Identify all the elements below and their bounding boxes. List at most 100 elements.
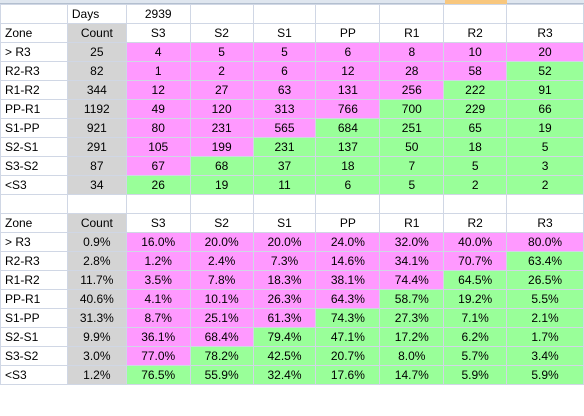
zone-label[interactable]: <S3 [0,175,68,195]
value-cell[interactable]: 32.4% [252,365,317,385]
count-cell[interactable]: 34 [66,175,127,195]
value-cell[interactable]: 50 [379,137,445,157]
value-cell[interactable]: 766 [315,99,381,119]
column-header[interactable]: S1 [252,213,317,233]
value-cell[interactable]: 66 [506,99,584,119]
cell[interactable] [443,4,508,24]
value-cell[interactable]: 5 [189,42,254,62]
column-header[interactable]: R2 [443,23,508,43]
count-cell[interactable]: 291 [66,137,127,157]
value-cell[interactable]: 18 [443,137,508,157]
zone-label[interactable]: > R3 [0,42,68,62]
zone-label[interactable]: R2-R3 [0,251,68,271]
value-cell[interactable]: 4 [125,42,191,62]
value-cell[interactable]: 78.2% [189,346,254,366]
value-cell[interactable]: 34.1% [379,251,445,271]
zone-label[interactable]: R1-R2 [0,270,68,290]
value-cell[interactable]: 42.5% [252,346,317,366]
value-cell[interactable]: 64.3% [315,289,381,309]
count-cell[interactable]: 87 [66,156,127,176]
column-header[interactable]: S3 [125,23,191,43]
count-cell[interactable]: 40.6% [66,289,127,309]
value-cell[interactable]: 16.0% [125,232,191,252]
value-cell[interactable]: 77.0% [125,346,191,366]
value-cell[interactable]: 6.2% [443,327,508,347]
column-header[interactable]: PP [315,23,381,43]
value-cell[interactable]: 12 [315,61,381,81]
value-cell[interactable]: 27.3% [379,308,445,328]
zone-label[interactable]: S1-PP [0,118,68,138]
value-cell[interactable]: 3 [506,156,584,176]
zone-label[interactable]: PP-R1 [0,289,68,309]
count-cell[interactable]: 2.8% [66,251,127,271]
column-header[interactable]: S3 [125,213,191,233]
zone-header[interactable]: Zone [0,213,68,233]
cell[interactable] [315,194,381,214]
value-cell[interactable]: 40.0% [443,232,508,252]
value-cell[interactable]: 8.0% [379,346,445,366]
value-cell[interactable]: 64.5% [443,270,508,290]
value-cell[interactable]: 32.0% [379,232,445,252]
value-cell[interactable]: 17.2% [379,327,445,347]
cell[interactable] [66,194,127,214]
value-cell[interactable]: 19.2% [443,289,508,309]
value-cell[interactable]: 2.4% [189,251,254,271]
value-cell[interactable]: 3.4% [506,346,584,366]
days-value[interactable]: 2939 [125,4,191,24]
column-header[interactable]: PP [315,213,381,233]
value-cell[interactable]: 8 [379,42,445,62]
value-cell[interactable]: 68.4% [189,327,254,347]
value-cell[interactable]: 131 [315,80,381,100]
value-cell[interactable]: 58 [443,61,508,81]
cell[interactable] [189,194,254,214]
value-cell[interactable]: 17.6% [315,365,381,385]
value-cell[interactable]: 80.0% [506,232,584,252]
zone-label[interactable]: R1-R2 [0,80,68,100]
cell[interactable] [506,194,584,214]
value-cell[interactable]: 63.4% [506,251,584,271]
value-cell[interactable]: 36.1% [125,327,191,347]
value-cell[interactable]: 2 [443,175,508,195]
column-header[interactable]: R3 [506,23,584,43]
value-cell[interactable]: 684 [315,118,381,138]
value-cell[interactable]: 49 [125,99,191,119]
selected-column-header[interactable] [445,0,507,4]
value-cell[interactable]: 231 [189,118,254,138]
cell[interactable] [379,194,445,214]
value-cell[interactable]: 20.0% [189,232,254,252]
cell[interactable] [0,194,68,214]
value-cell[interactable]: 5.7% [443,346,508,366]
count-cell[interactable]: 31.3% [66,308,127,328]
count-header[interactable]: Count [66,213,127,233]
value-cell[interactable]: 25.1% [189,308,254,328]
value-cell[interactable]: 63 [252,80,317,100]
cell[interactable] [252,4,317,24]
value-cell[interactable]: 313 [252,99,317,119]
cell[interactable] [252,194,317,214]
value-cell[interactable]: 80 [125,118,191,138]
value-cell[interactable]: 251 [379,118,445,138]
column-header[interactable]: R3 [506,213,584,233]
value-cell[interactable]: 4.1% [125,289,191,309]
value-cell[interactable]: 20.0% [252,232,317,252]
zone-label[interactable]: S3-S2 [0,346,68,366]
column-header[interactable]: S2 [189,23,254,43]
value-cell[interactable]: 6 [252,61,317,81]
value-cell[interactable]: 79.4% [252,327,317,347]
value-cell[interactable]: 55.9% [189,365,254,385]
value-cell[interactable]: 565 [252,118,317,138]
value-cell[interactable]: 26 [125,175,191,195]
value-cell[interactable]: 1.2% [125,251,191,271]
value-cell[interactable]: 65 [443,118,508,138]
value-cell[interactable]: 26.5% [506,270,584,290]
value-cell[interactable]: 91 [506,80,584,100]
value-cell[interactable]: 26.3% [252,289,317,309]
value-cell[interactable]: 10 [443,42,508,62]
value-cell[interactable]: 1.7% [506,327,584,347]
zone-label[interactable]: R2-R3 [0,61,68,81]
value-cell[interactable]: 61.3% [252,308,317,328]
count-cell[interactable]: 3.0% [66,346,127,366]
value-cell[interactable]: 5 [379,175,445,195]
value-cell[interactable]: 1 [125,61,191,81]
value-cell[interactable]: 2 [506,175,584,195]
